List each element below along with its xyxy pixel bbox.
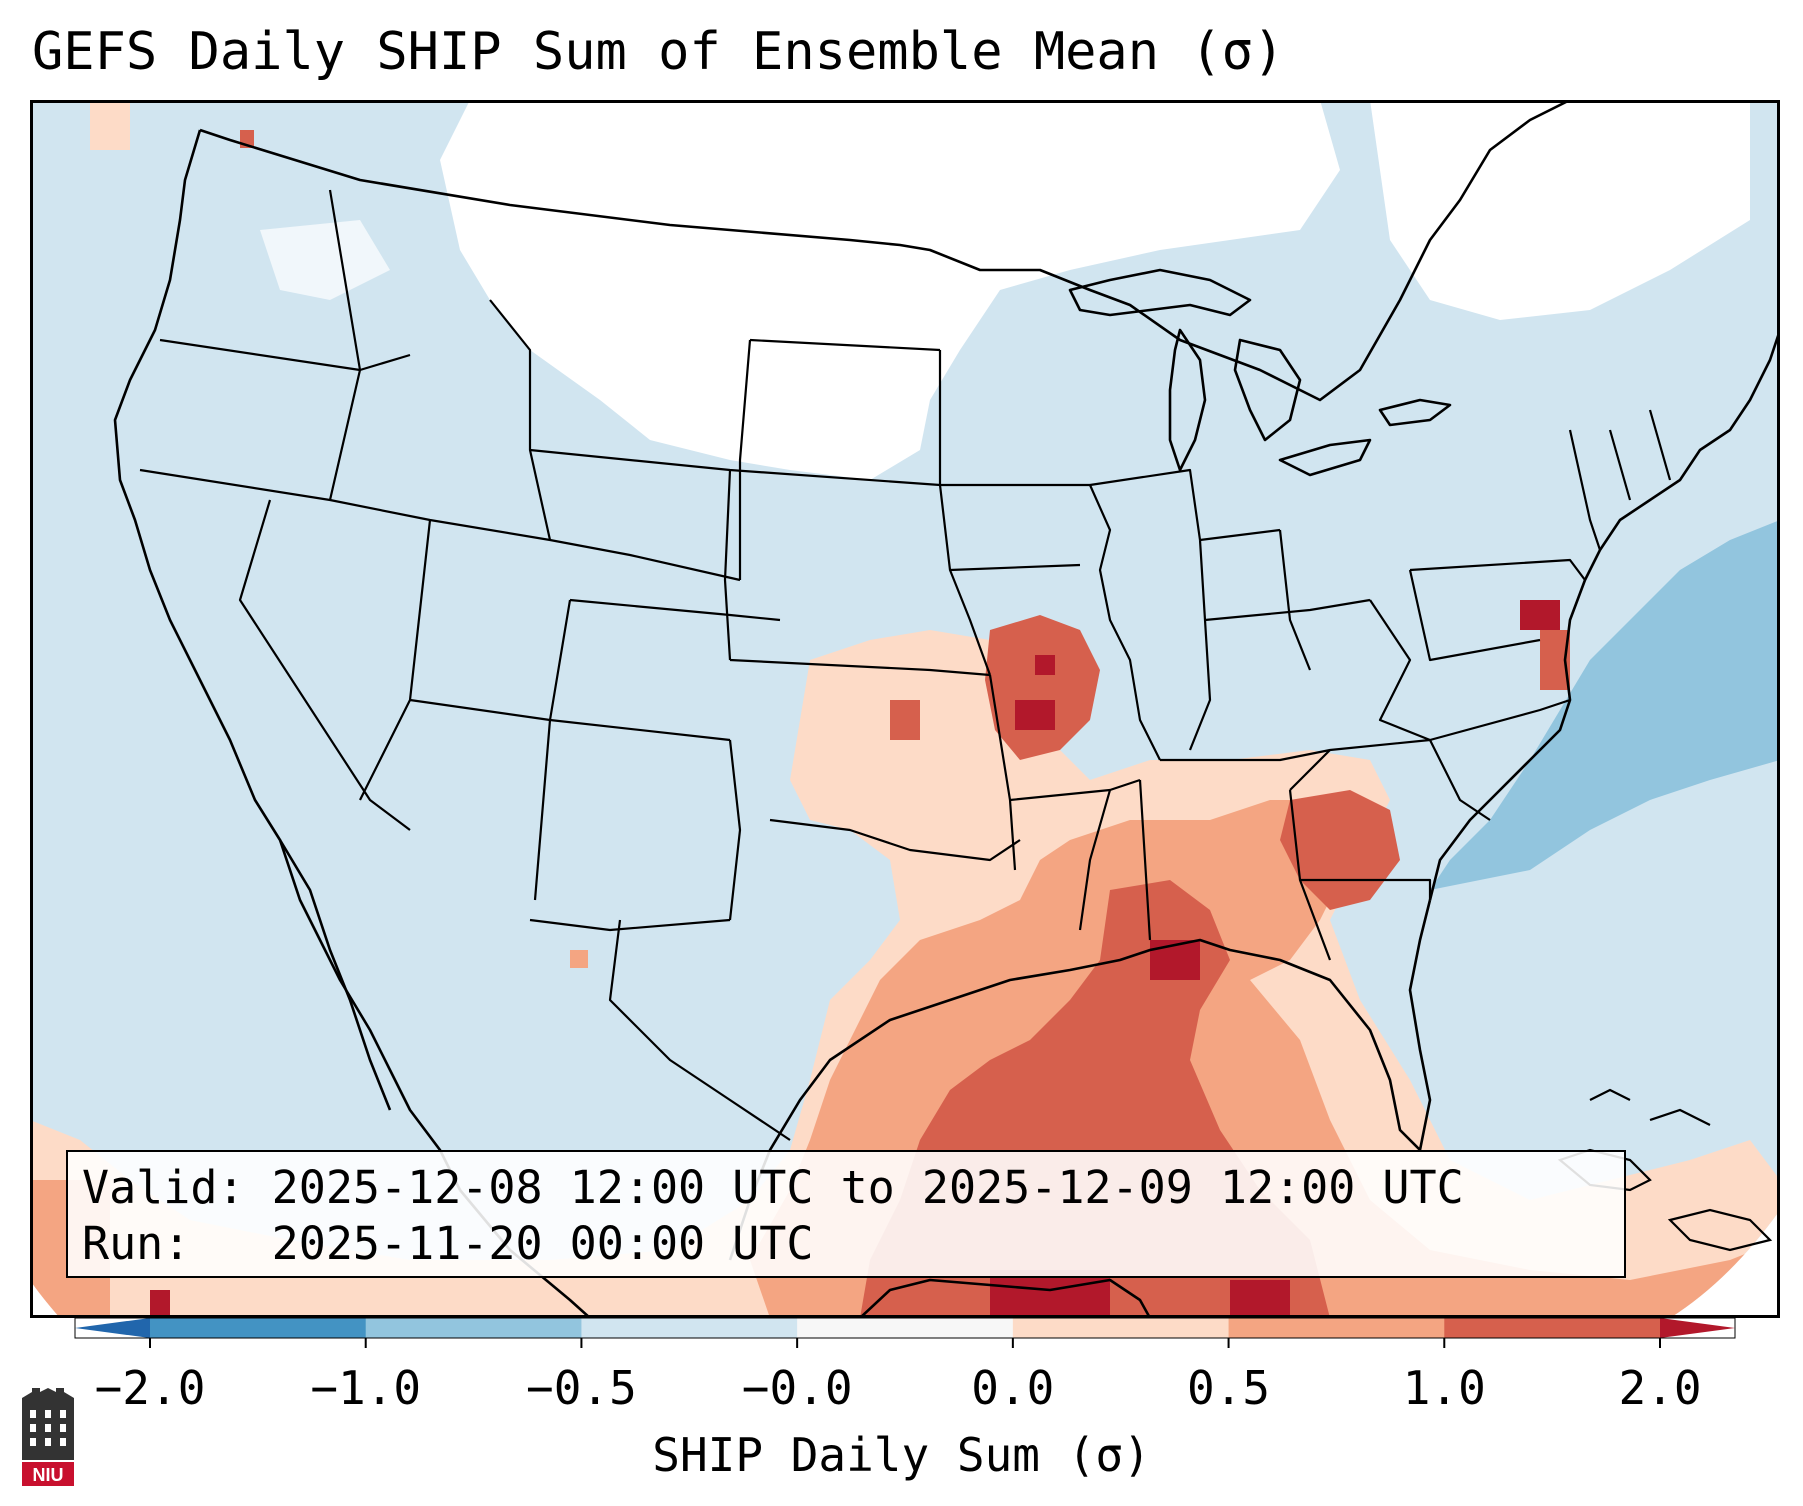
colorbar-ticks: −2.0 −1.0 −0.5 −0.0 0.0 0.5 1.0 2.0 bbox=[95, 1338, 1702, 1415]
colorbar-bin bbox=[797, 1318, 1014, 1338]
cell-south-peak bbox=[990, 1270, 1110, 1318]
lake-michigan bbox=[1168, 328, 1207, 472]
valid-run-box: Valid: 2025-12-08 12:00 UTC to 2025-12-0… bbox=[66, 1150, 1626, 1278]
colorbar-bin bbox=[581, 1318, 798, 1338]
us-canada-border bbox=[199, 100, 1571, 402]
cell-la-peak bbox=[1150, 940, 1200, 980]
colorbar-tick-label: 0.5 bbox=[1187, 1361, 1270, 1415]
colorbar-bin bbox=[150, 1318, 367, 1338]
niu-logo: NIU bbox=[22, 1388, 74, 1486]
colorbar: −2.0 −1.0 −0.5 −0.0 0.0 0.5 1.0 2.0 bbox=[74, 1317, 1736, 1415]
colorbar-bin bbox=[365, 1318, 582, 1338]
colorbar-tick-label: −0.0 bbox=[742, 1361, 853, 1415]
region-neutral-northeast bbox=[1370, 100, 1750, 320]
cell-sw-peak bbox=[150, 1290, 170, 1318]
logo-banner bbox=[22, 1462, 74, 1486]
cell-ok-high bbox=[890, 700, 920, 740]
run-line: Run: 2025-11-20 00:00 UTC bbox=[82, 1217, 814, 1270]
lake-huron bbox=[1233, 338, 1302, 442]
colorbar-bin bbox=[1228, 1318, 1445, 1338]
chart-title: GEFS Daily SHIP Sum of Ensemble Mean (σ) bbox=[32, 22, 1285, 82]
colorbar-tick-label: −2.0 bbox=[95, 1361, 206, 1415]
logo-text: NIU bbox=[33, 1465, 64, 1485]
valid-line: Valid: 2025-12-08 12:00 UTC to 2025-12-0… bbox=[82, 1161, 1464, 1214]
colorbar-extend-low bbox=[75, 1318, 150, 1338]
map-frame bbox=[30, 100, 1780, 1318]
boundaries bbox=[113, 100, 1780, 1318]
map-panel bbox=[30, 100, 1780, 1318]
colorbar-outline bbox=[74, 1317, 1736, 1339]
colorbar-bin bbox=[1444, 1318, 1661, 1338]
colorbar-bins bbox=[150, 1318, 1661, 1338]
lake-erie bbox=[1278, 438, 1372, 477]
region-neutral-north bbox=[440, 100, 1340, 480]
colorbar-label: SHIP Daily Sum (σ) bbox=[652, 1428, 1151, 1482]
gulf-coast bbox=[728, 899, 1432, 1261]
cell-va-peak bbox=[1520, 600, 1560, 630]
field-layer bbox=[30, 100, 1780, 1318]
colorbar-tick-label: −1.0 bbox=[310, 1361, 421, 1415]
cell-bc-spot bbox=[90, 100, 130, 150]
cell-south-peak-2 bbox=[1230, 1280, 1290, 1318]
map-svg bbox=[30, 100, 1780, 1318]
pacific-coast bbox=[113, 129, 462, 1191]
lake-superior bbox=[1068, 268, 1252, 317]
region-atlantic-low bbox=[1430, 520, 1780, 890]
colorbar-tick-label: −0.5 bbox=[526, 1361, 637, 1415]
colorbar-bin bbox=[1012, 1318, 1230, 1338]
lake-ontario bbox=[1378, 398, 1452, 427]
cell-missouri-peak bbox=[1015, 700, 1055, 730]
cell-missouri-peak-2 bbox=[1035, 655, 1055, 675]
state-lines bbox=[139, 189, 1672, 1141]
colorbar-extend-high bbox=[1660, 1318, 1735, 1338]
region-missouri-high bbox=[985, 615, 1100, 760]
region-neutral-pacific bbox=[260, 220, 390, 300]
colorbar-tick-label: 2.0 bbox=[1618, 1361, 1701, 1415]
yucatan-coast bbox=[859, 1278, 1152, 1318]
baja-coast bbox=[278, 839, 392, 1111]
cell-west-spot bbox=[570, 950, 588, 968]
colorbar-tick-label: 1.0 bbox=[1403, 1361, 1486, 1415]
colorbar-tick-label: 0.0 bbox=[971, 1361, 1054, 1415]
